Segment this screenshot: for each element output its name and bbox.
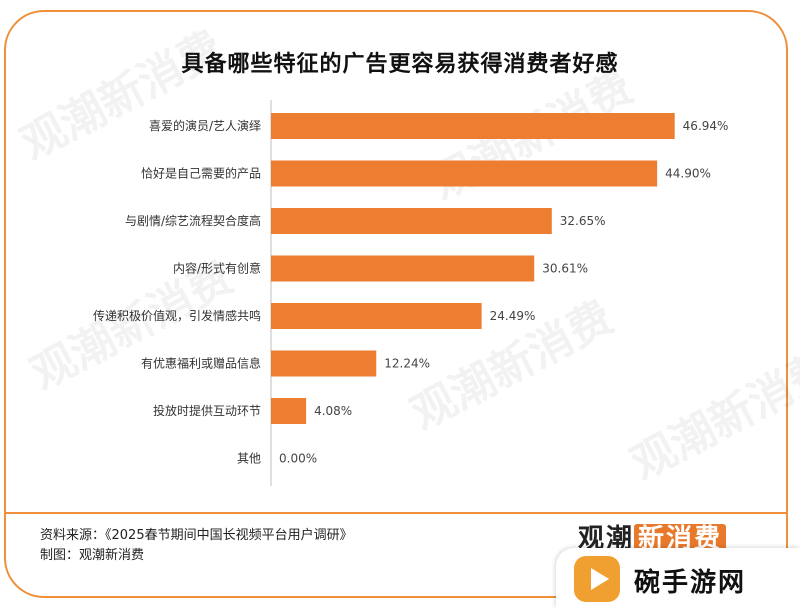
chart-title: 具备哪些特征的广告更容易获得消费者好感 xyxy=(181,52,619,77)
chart-frame xyxy=(4,10,788,598)
site-badge[interactable]: 碗手游网 xyxy=(556,548,800,608)
data-label: 0.00% xyxy=(279,452,317,466)
bar xyxy=(271,160,658,187)
data-label: 24.49% xyxy=(490,309,536,323)
bar xyxy=(271,113,675,139)
category-label: 其他 xyxy=(237,452,261,466)
bar xyxy=(271,350,377,377)
category-label: 恰好是自己需要的产品 xyxy=(141,166,261,181)
bar-chart: 喜爱的演员/艺人演绎 46.94% 恰好是自己需要的产品 44.90% 与剧情/综艺流程… xyxy=(93,100,729,486)
bar xyxy=(271,208,552,234)
source-note: 资料来源：《2025春节期间中国长视频平台用户调研》 制图：观潮新消费 xyxy=(40,526,353,566)
data-label: 4.08% xyxy=(314,404,352,418)
data-label: 12.24% xyxy=(384,357,430,371)
footer-divider xyxy=(6,512,786,514)
bar xyxy=(271,398,307,424)
category-label: 与剧情/综艺流程契合度高 xyxy=(125,213,261,228)
category-label: 喜爱的演员/艺人演绎 xyxy=(149,118,261,133)
bar xyxy=(271,255,535,282)
category-label: 传递积极价值观，引发情感共鸣 xyxy=(93,308,261,323)
made-by-text: 制图：观潮新消费 xyxy=(40,548,145,563)
play-icon xyxy=(574,556,620,602)
data-label: 46.94% xyxy=(683,119,729,133)
data-label: 44.90% xyxy=(665,167,711,181)
data-label: 30.61% xyxy=(542,262,588,276)
category-label: 内容/形式有创意 xyxy=(173,261,261,276)
category-label: 投放时提供互动环节 xyxy=(153,403,261,418)
category-label: 有优惠福利或赠品信息 xyxy=(141,356,261,371)
source-text: 资料来源：《2025春节期间中国长视频平台用户调研》 xyxy=(40,528,353,543)
badge-text: 碗手游网 xyxy=(634,568,747,598)
bar xyxy=(271,303,482,329)
data-label: 32.65% xyxy=(560,214,606,228)
